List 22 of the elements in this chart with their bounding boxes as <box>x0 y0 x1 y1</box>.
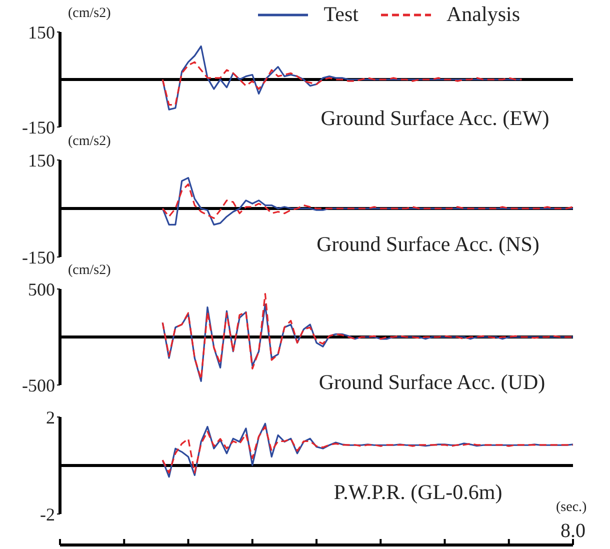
line-series <box>162 61 522 106</box>
x-tick-label: 8.0 <box>560 520 586 542</box>
x-axis-title: (sec.) <box>556 500 587 516</box>
text: Ground Surface Acc. (NS) <box>316 232 540 257</box>
y-tick-label: -150 <box>22 247 55 268</box>
y-tick-label: 2 <box>46 407 55 428</box>
y-axis-title: (cm/s2) <box>68 6 111 22</box>
y-axis-title: (cm/s2) <box>68 134 111 150</box>
y-axis-title: (cm/s2) <box>68 263 111 279</box>
text: Ground Surface Acc. (EW) <box>320 106 550 131</box>
text: P.W.P.R. (GL-0.6m) <box>334 480 502 505</box>
line-series <box>162 183 573 219</box>
y-tick-label: -500 <box>22 375 55 396</box>
line-series <box>162 45 522 110</box>
text: Ground Surface Acc. (UD) <box>318 370 546 395</box>
y-tick-label: 500 <box>28 279 55 300</box>
y-tick-label: 150 <box>28 22 55 42</box>
y-tick-label: -150 <box>22 117 55 138</box>
y-tick-label: -2 <box>40 504 55 524</box>
legend-label: Test <box>324 2 358 27</box>
y-tick-label: 150 <box>28 150 55 170</box>
legend-label: Analysis <box>446 2 520 27</box>
